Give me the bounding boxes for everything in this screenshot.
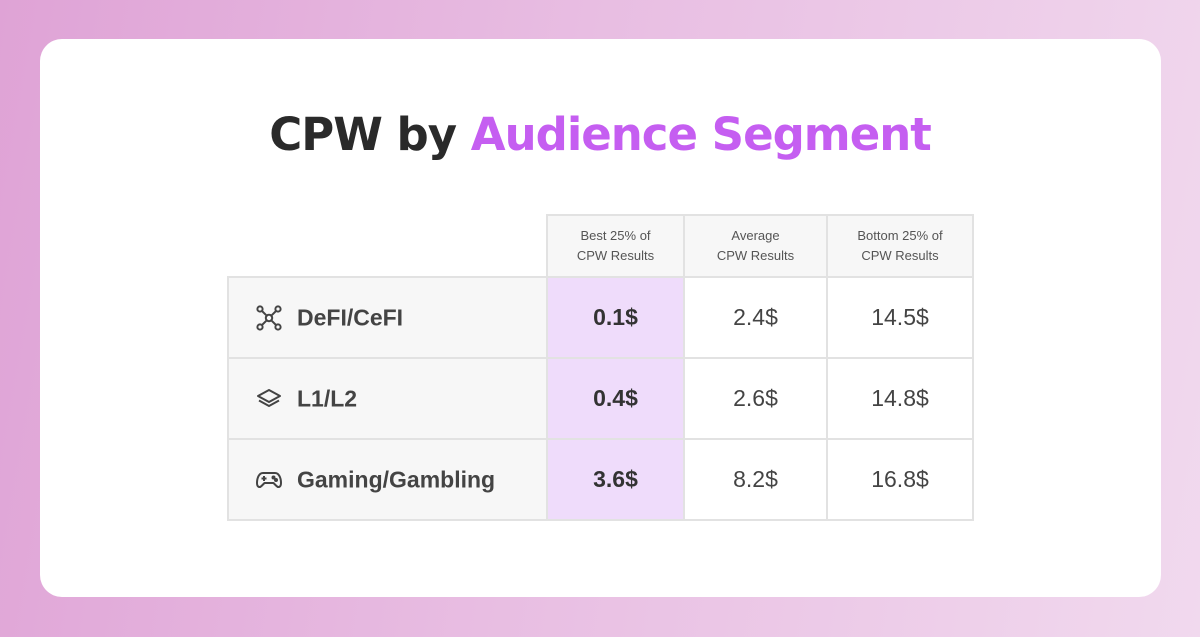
column-header-line: Bottom 25% of — [857, 228, 943, 243]
average-value-cell: 8.2$ — [683, 438, 828, 521]
column-header-line: CPW Results — [861, 248, 939, 263]
bottom-value-cell: 14.5$ — [826, 276, 974, 359]
network-icon — [255, 304, 283, 332]
column-header-line: CPW Results — [716, 248, 795, 263]
row-label: DeFI/CeFI — [297, 304, 404, 331]
row-label-cell: DeFI/CeFI — [227, 276, 548, 359]
gamepad-icon — [255, 466, 283, 494]
header-blank-cell — [228, 215, 548, 278]
table-row: L1/L2 0.4$ 2.6$ 14.8$ — [227, 357, 974, 440]
column-header-line: Average — [731, 228, 780, 243]
average-value-cell: 2.4$ — [683, 276, 828, 359]
table-row: Gaming/Gambling 3.6$ 8.2$ 16.8$ — [227, 438, 974, 521]
best-value-cell: 0.4$ — [546, 357, 685, 440]
best-value-cell: 3.6$ — [546, 438, 685, 521]
row-label-cell: Gaming/Gambling — [227, 438, 548, 521]
table-row: DeFI/CeFI 0.1$ 2.4$ 14.5$ — [227, 276, 974, 359]
column-header-line: CPW Results — [576, 248, 655, 263]
bottom-value-cell: 16.8$ — [826, 438, 974, 521]
layers-icon — [255, 385, 283, 413]
row-label: L1/L2 — [297, 385, 358, 412]
page-title: CPW by Audience Segment — [0, 108, 1200, 161]
column-header-bottom: Bottom 25% of CPW Results — [826, 214, 974, 278]
row-label: Gaming/Gambling — [297, 466, 496, 493]
column-header-best: Best 25% of CPW Results — [546, 214, 685, 278]
bottom-value-cell: 14.8$ — [826, 357, 974, 440]
column-header-line: Best 25% of — [580, 228, 651, 243]
best-value-cell: 0.1$ — [546, 276, 685, 359]
title-part-1: CPW by — [269, 108, 457, 161]
title-part-2: Audience Segment — [470, 108, 932, 161]
cpw-table: Best 25% of CPW Results Average CPW Resu… — [227, 214, 974, 521]
average-value-cell: 2.6$ — [683, 357, 828, 440]
row-label-cell: L1/L2 — [227, 357, 548, 440]
column-header-average: Average CPW Results — [683, 214, 828, 278]
